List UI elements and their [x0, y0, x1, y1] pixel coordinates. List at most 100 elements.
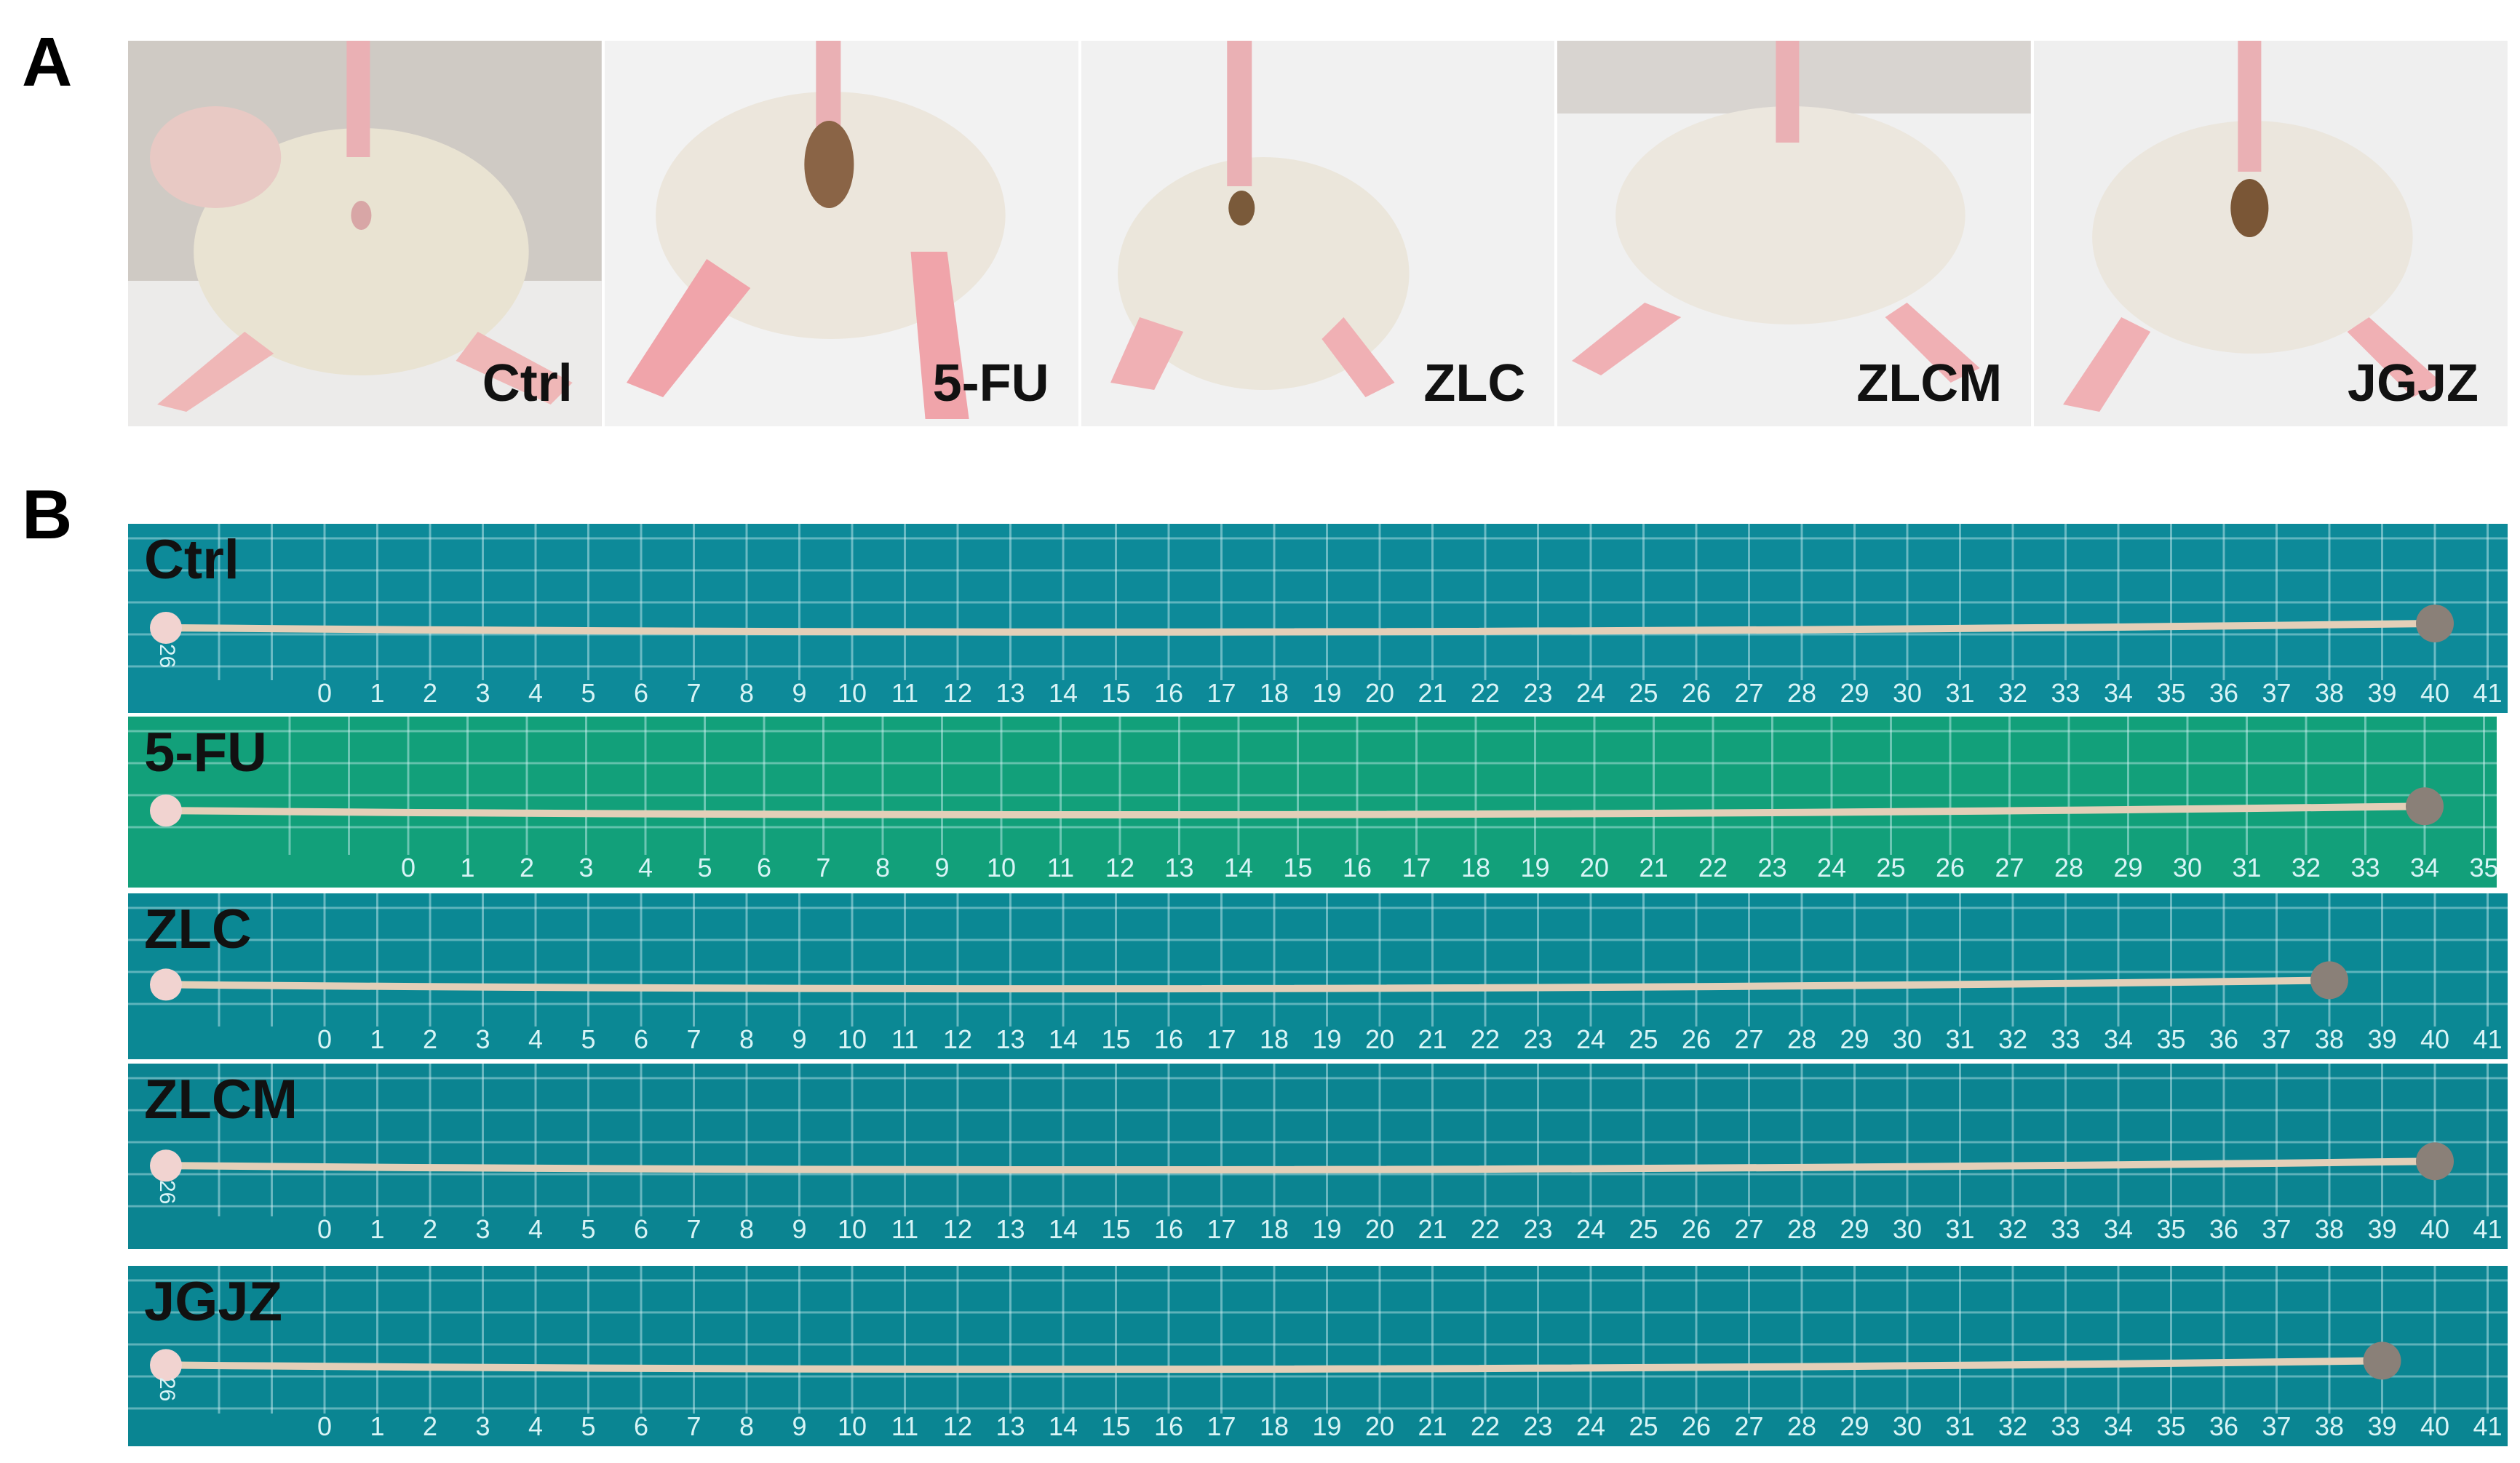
ruler-ticks: 0 1 2 3 4 5 6 7 8 9 10 11 12 13 14 15 16 17 18 19 20 21 22 23 24…	[128, 671, 2508, 709]
ruler-tick-label: 27	[1734, 1411, 1764, 1441]
ruler-tick-label: 12	[942, 678, 973, 708]
ruler-tick-label: 9	[792, 1411, 807, 1441]
ruler-tick-label: 29	[1840, 1024, 1869, 1054]
ruler-tick-label: 28	[1786, 678, 1817, 708]
ruler-tick-label: 38	[2314, 678, 2345, 708]
cutting-mat-grid	[128, 1064, 2508, 1216]
ruler-tick-label: 41	[2473, 1214, 2503, 1244]
ruler-tick-label: 26	[1681, 1214, 1712, 1244]
intestine-strip-4: JGJZ 26 0 1 2 3 4 5 6 7 8 9 10 11 12 13 14 15 16 17 18 19 20 21…	[128, 1266, 2508, 1446]
ruler-tick-label: 16	[1153, 1024, 1184, 1054]
ruler-tick-label: 17	[1207, 1411, 1236, 1441]
cutting-mat-grid	[128, 893, 2508, 1027]
ruler-tick-label: 31	[1945, 1214, 1975, 1244]
stomach-end	[150, 1349, 182, 1382]
ruler-tick-label: 5	[581, 678, 596, 708]
ruler-tick-label: 16	[1153, 1411, 1184, 1441]
ruler-tick-label: 8	[875, 853, 891, 882]
ruler-tick-label: 27	[1995, 853, 2024, 882]
ruler-tick-label: 33	[2051, 1214, 2080, 1244]
ruler-tick-label: 25	[1629, 1411, 1658, 1441]
ruler-tick-label: 15	[1101, 1024, 1131, 1054]
ruler-tick-label: 18	[1259, 1411, 1289, 1441]
ruler-tick-label: 18	[1259, 1024, 1289, 1054]
ruler-tick-label: 22	[1698, 853, 1728, 882]
mouse-photo-zlc: ZLC	[1081, 41, 1555, 426]
ruler-tick-label: 31	[1945, 678, 1975, 708]
stomach-end	[150, 1149, 182, 1182]
ruler-tick-label: 12	[942, 1411, 973, 1441]
ruler-tick-label: 34	[2103, 1024, 2134, 1054]
ruler-tick-label: 11	[891, 678, 919, 708]
ruler-tick-label: 24	[1575, 1024, 1606, 1054]
ruler-tick-label: 27	[1734, 1214, 1764, 1244]
ruler-tick-label: 14	[1048, 1024, 1078, 1054]
ruler-tick-label: 35	[2156, 1024, 2186, 1054]
ruler-tick-label: 16	[1342, 853, 1372, 882]
ruler-tick-label: 2	[422, 1411, 438, 1441]
ruler-tick-label: 5	[581, 1214, 596, 1244]
ruler-tick-label: 37	[2262, 678, 2292, 708]
ruler-tick-label: 6	[633, 678, 649, 708]
intestine-strip-2: ZLC 0 1 2 3 4 5 6 7 8 9 10 11 12 13 14 15 16 17 18 19 20 21 22 2…	[128, 893, 2508, 1059]
ruler-tick-label: 14	[1048, 1214, 1078, 1244]
ruler-ticks: 0 1 2 3 4 5 6 7 8 9 10 11 12 13 14 15 16 17 18 19 20 21 22 23 24…	[128, 845, 2497, 883]
ruler-tick-label: 19	[1312, 678, 1342, 708]
ruler-tick-label: 41	[2473, 1024, 2503, 1054]
ruler-tick-label: 14	[1048, 1411, 1078, 1441]
ruler-tick-label: 33	[2051, 1024, 2080, 1054]
ruler-tick-label: 3	[475, 1024, 490, 1054]
ruler-tick-label: 18	[1259, 1214, 1289, 1244]
ruler-tick-label: 3	[579, 853, 594, 882]
ruler-ticks: 0 1 2 3 4 5 6 7 8 9 10 11 12 13 14 15 16 17 18 19 20 21 22 23 24…	[128, 1207, 2508, 1245]
ruler-tick-label: 11	[891, 1024, 919, 1054]
stomach-end	[150, 794, 182, 827]
intestine-strip-1: 5-FU 0 1 2 3 4 5 6 7 8 9 10 11 12 13 14 15 16 17 18 19 20 21 22…	[128, 717, 2497, 888]
ruler-tick-label: 39	[2367, 1411, 2397, 1441]
ruler-tick-label: 9	[792, 1214, 807, 1244]
ruler-tick-label: 22	[1470, 678, 1501, 708]
ruler-tick-label: 29	[2113, 853, 2143, 882]
intestine	[168, 1157, 2438, 1174]
ruler-tick-label: 25	[1629, 678, 1658, 708]
ruler-tick-label: 16	[1153, 678, 1184, 708]
ruler-tick-label: 20	[1579, 853, 1610, 882]
ruler-tick-label: 24	[1575, 1411, 1606, 1441]
ruler-tick-label: 34	[2103, 678, 2134, 708]
ruler-tick-label: 40	[2420, 1214, 2450, 1244]
ruler-tick-label: 2	[422, 1024, 438, 1054]
ruler-tick-label: 31	[2232, 853, 2262, 882]
ruler-tick-label: 11	[891, 1214, 919, 1244]
ruler-tick-label: 30	[1892, 1214, 1923, 1244]
ruler-tick-label: 33	[2051, 1411, 2080, 1441]
colon-end	[2310, 961, 2348, 1000]
photo-label: ZLCM	[1856, 354, 2003, 412]
ruler-tick-label: 14	[1048, 678, 1078, 708]
ruler-tick-label: 7	[686, 1024, 701, 1054]
ruler-tick-label: 20	[1364, 1024, 1395, 1054]
ruler-tick-label: 21	[1418, 1214, 1447, 1244]
ruler-tick-label: 37	[2262, 1214, 2292, 1244]
ruler-tick-label: 7	[686, 1411, 701, 1441]
ruler-tick-label: 0	[317, 1024, 333, 1054]
ruler-tick-label: 3	[475, 678, 490, 708]
ruler-tick-label: 2	[422, 1214, 438, 1244]
ruler-tick-label: 11	[891, 1411, 919, 1441]
mouse-photo-row: Ctrl 5-FU ZLC	[128, 41, 2508, 426]
mouse-illustration	[128, 41, 602, 426]
ruler-tick-label: 4	[528, 1214, 544, 1244]
ruler-tick-label: 32	[1998, 1411, 2028, 1441]
ruler-tick-label: 21	[1418, 678, 1447, 708]
ruler-tick-label: 10	[837, 678, 867, 708]
panel-b-letter: B	[22, 476, 73, 554]
cutting-mat-grid	[128, 524, 2508, 680]
ruler-tick-label: 23	[1523, 1214, 1553, 1244]
ruler-tick-label: 23	[1757, 853, 1787, 882]
ruler-tick-label: 1	[370, 1214, 385, 1244]
ruler-tick-label: 15	[1101, 1214, 1131, 1244]
ruler-tick-label: 20	[1364, 1411, 1395, 1441]
ruler-tick-label: 39	[2367, 1024, 2397, 1054]
ruler-side-number: 26	[155, 644, 179, 669]
ruler-tick-label: 12	[942, 1024, 973, 1054]
ruler-tick-label: 9	[792, 1024, 807, 1054]
